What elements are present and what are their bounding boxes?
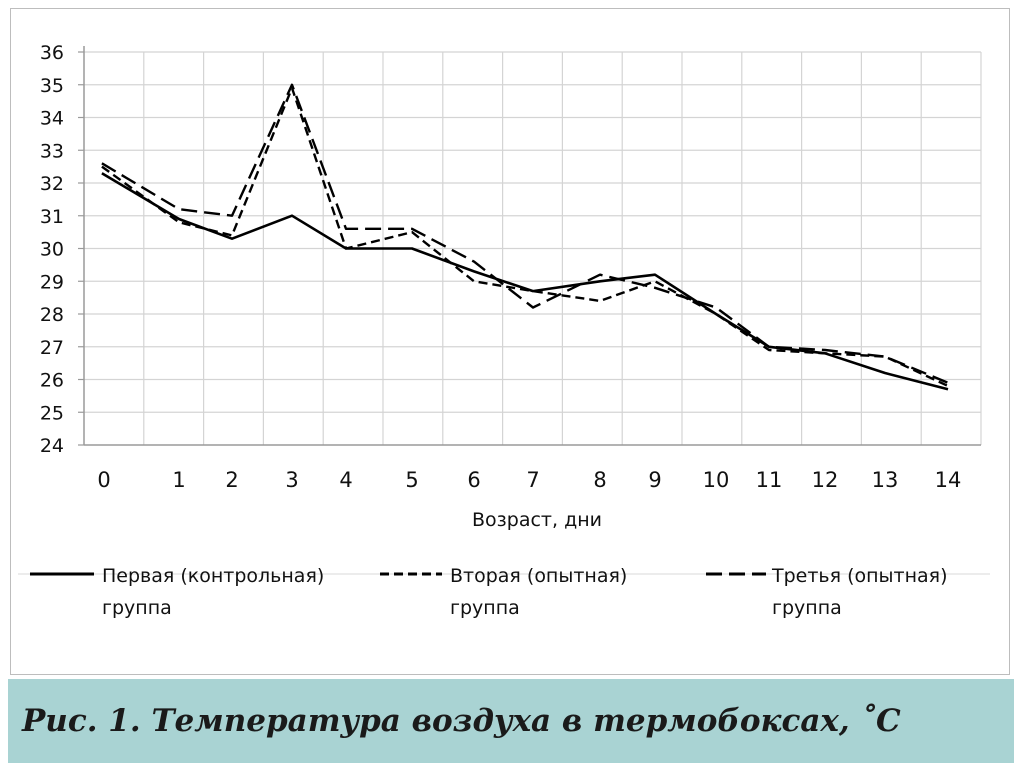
- x-tick-label: 13: [872, 468, 899, 492]
- x-tick-labels: 0 1 2 3 4 5 6 7 8 9 10 11 12 13 14: [97, 468, 961, 492]
- figure-caption: Рис. 1. Температура воздуха в термобокса…: [22, 703, 901, 739]
- caption-band: [8, 679, 1014, 763]
- legend: Первая (контрольная) группа Вторая (опытна…: [18, 565, 990, 619]
- y-tick-label: 34: [40, 108, 64, 130]
- x-tick-label: 14: [935, 468, 962, 492]
- series-lines: [101, 83, 949, 391]
- x-tick-label: 8: [593, 468, 606, 492]
- legend-label-1: Первая (контрольная): [102, 565, 324, 587]
- x-axis-label: Возраст, дни: [472, 509, 602, 531]
- y-tick-labels: 24 25 26 27 28 29 30 31 32 33 34 35 36: [40, 42, 64, 457]
- y-tick-label: 33: [40, 140, 64, 162]
- x-tick-label: 3: [285, 468, 298, 492]
- legend-label-2: группа: [450, 597, 520, 619]
- axes: [78, 46, 981, 446]
- y-tick-label: 30: [40, 239, 64, 261]
- y-tick-label: 31: [40, 206, 64, 228]
- chart-frame: [10, 8, 1010, 675]
- y-tick-label: 28: [40, 304, 64, 326]
- y-tick-label: 32: [40, 173, 64, 195]
- legend-label-3: Третья (опытная): [771, 565, 948, 587]
- x-tick-label: 12: [812, 468, 839, 492]
- y-tick-label: 27: [40, 337, 64, 359]
- x-tick-label: 5: [405, 468, 418, 492]
- y-tick-label: 26: [40, 370, 64, 392]
- grid: [84, 51, 982, 445]
- series-line-3: [101, 83, 949, 384]
- y-tick-label: 35: [40, 75, 64, 97]
- legend-label-1: группа: [102, 597, 172, 619]
- legend-label-2: Вторая (опытная): [450, 565, 627, 587]
- x-tick-label: 9: [648, 468, 661, 492]
- y-tick-label: 24: [40, 435, 64, 457]
- x-tick-label: 0: [97, 468, 110, 492]
- legend-label-3: группа: [772, 597, 842, 619]
- series-line-2: [101, 86, 949, 388]
- x-tick-label: 1: [172, 468, 185, 492]
- x-tick-label: 2: [225, 468, 238, 492]
- y-tick-label: 25: [40, 402, 64, 424]
- x-tick-label: 6: [467, 468, 480, 492]
- x-tick-label: 7: [526, 468, 539, 492]
- y-tick-label: 36: [40, 42, 64, 64]
- x-tick-label: 10: [703, 468, 730, 492]
- y-tick-label: 29: [40, 271, 64, 293]
- x-tick-label: 11: [756, 468, 783, 492]
- x-tick-label: 4: [339, 468, 352, 492]
